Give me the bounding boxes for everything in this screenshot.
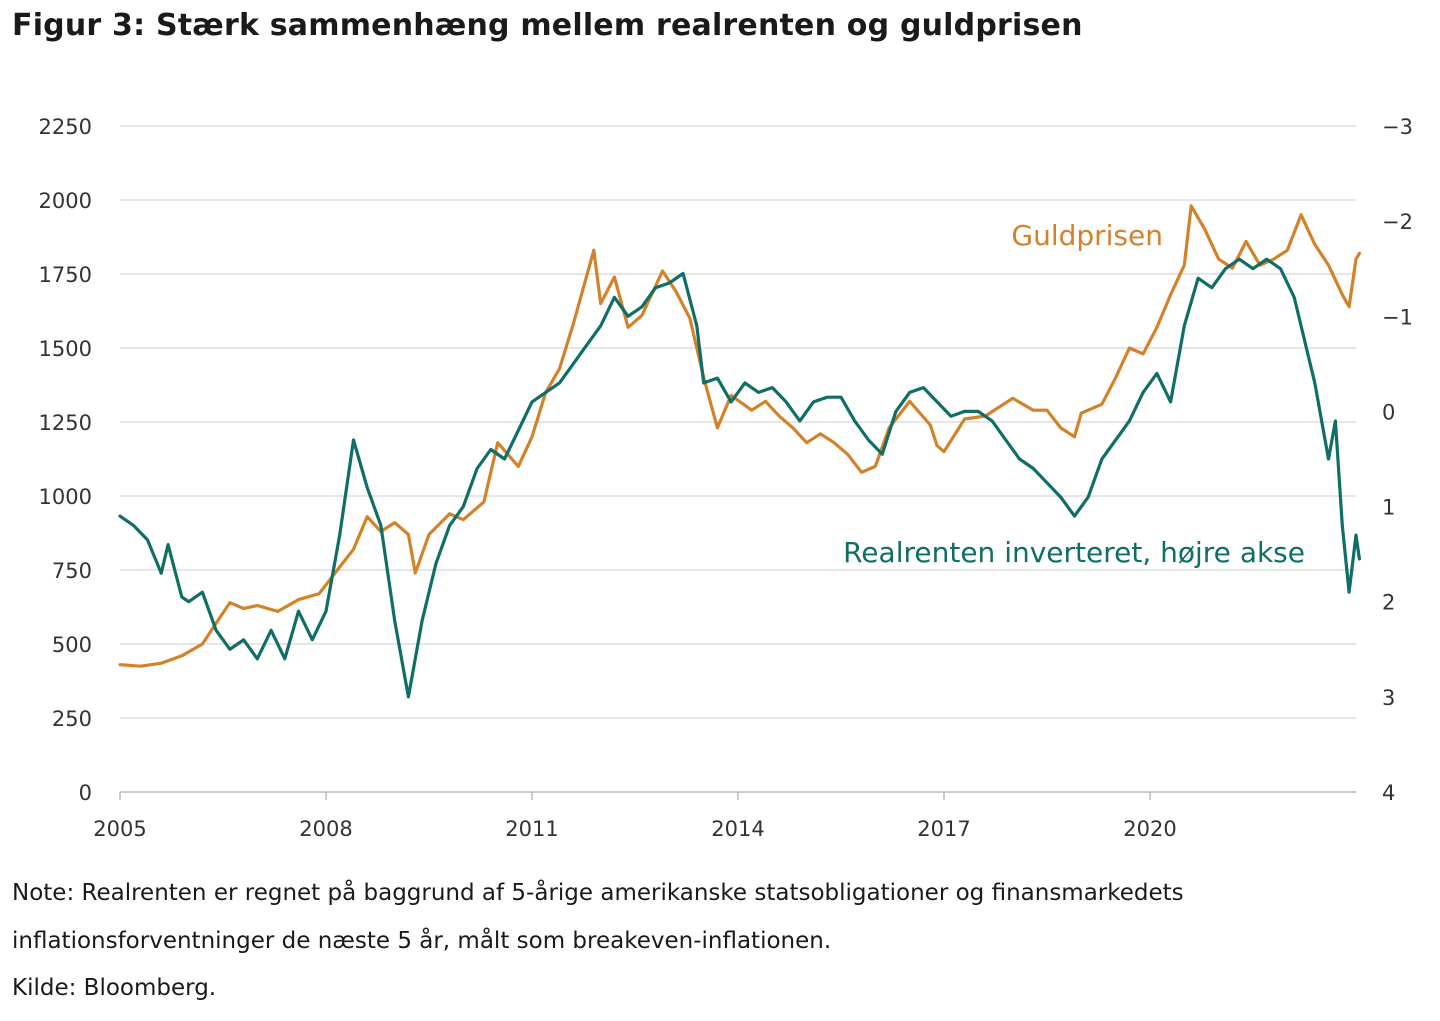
- y-right-tick-label: 2: [1382, 591, 1395, 615]
- x-tick-label: 2008: [299, 817, 352, 841]
- x-tick-label: 2020: [1123, 817, 1176, 841]
- note-line-2: inflationsforventninger de næste 5 år, m…: [12, 928, 832, 954]
- source-line: Kilde: Bloomberg.: [12, 975, 217, 1001]
- y-left-tick-label: 0: [79, 781, 92, 805]
- y-right-tick-label: −2: [1382, 210, 1413, 234]
- chart-title: Figur 3: Stærk sammenhæng mellem realren…: [12, 8, 1083, 43]
- series-label-real-rate: Realrenten inverteret, højre akse: [843, 536, 1305, 569]
- y-left-tick-label: 1000: [39, 485, 92, 509]
- y-right-tick-label: 1: [1382, 496, 1395, 520]
- y-left-tick-label: 1500: [39, 337, 92, 361]
- y-left-tick-label: 250: [52, 707, 92, 731]
- series-line-real-rate: [118, 257, 1361, 699]
- x-tick-label: 2005: [93, 817, 146, 841]
- y-axis-right: 4 3 2 1 0 −1 −2 −3: [1382, 115, 1413, 805]
- y-right-tick-label: 3: [1382, 686, 1395, 710]
- y-axis-left: 0 250 500 750 1000 1250 1500 1750 2000 2250: [39, 115, 92, 805]
- series-label-gold: Guldprisen: [1011, 219, 1163, 252]
- y-left-tick-label: 500: [52, 633, 92, 657]
- y-right-tick-label: −1: [1382, 305, 1413, 329]
- x-tick-label: 2017: [917, 817, 970, 841]
- x-tick-label: 2011: [505, 817, 558, 841]
- y-right-tick-label: 4: [1382, 781, 1395, 805]
- y-right-tick-label: 0: [1382, 400, 1395, 424]
- gridlines: [120, 125, 1356, 719]
- y-right-tick-label: −3: [1382, 115, 1413, 139]
- y-left-tick-label: 1750: [39, 263, 92, 287]
- y-left-tick-label: 2250: [39, 115, 92, 139]
- y-left-tick-label: 2000: [39, 189, 92, 213]
- note-line-1: Note: Realrenten er regnet på baggrund a…: [12, 880, 1184, 906]
- series-line-gold: [118, 204, 1361, 668]
- x-tick-label: 2014: [711, 817, 764, 841]
- line-chart: 2005 2008 2011 2014 2017 2020 025050075010001…: [39, 115, 1413, 841]
- x-axis: 2005 2008 2011 2014 2017 2020: [93, 791, 1356, 841]
- y-left-tick-label: 1250: [39, 411, 92, 435]
- series-lines: [118, 204, 1361, 699]
- y-left-tick-label: 750: [52, 559, 92, 583]
